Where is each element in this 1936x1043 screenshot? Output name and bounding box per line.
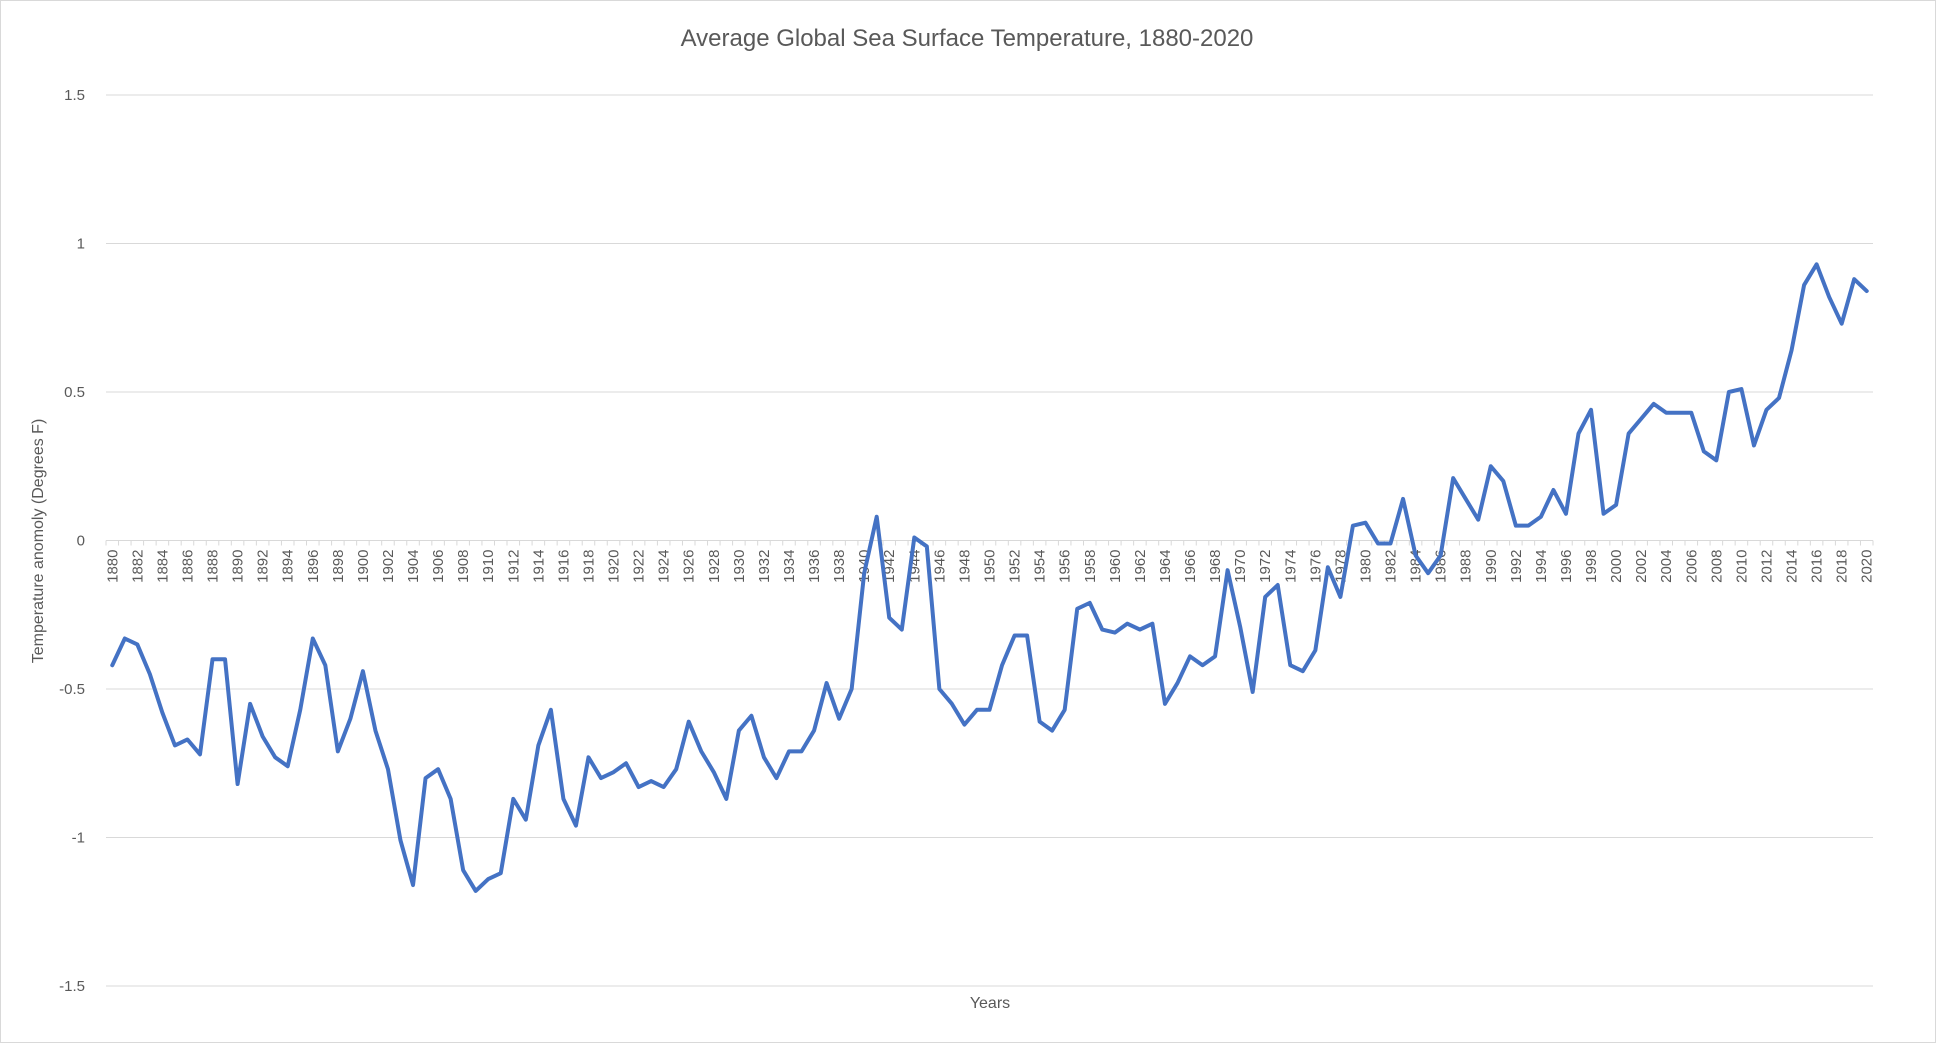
x-tick-label: 2018 [1834,550,1851,583]
x-tick-label: 1924 [656,550,673,583]
x-tick-label: 1894 [280,550,297,583]
x-tick-label: 1954 [1032,550,1049,583]
x-tick-label: 1930 [731,550,748,583]
x-tick-label: 1888 [205,550,222,583]
x-tick-label: 1896 [305,550,322,583]
x-tick-label: 1914 [530,550,547,583]
x-tick-label: 1988 [1458,550,1475,583]
x-tick-label: 1890 [230,550,247,583]
x-tick-label: 2010 [1733,550,1750,583]
x-axis [105,540,1874,546]
x-tick-label: 1892 [255,550,272,583]
x-tick-label: 1908 [455,550,472,583]
y-tick-label: 0.5 [64,384,85,401]
x-tick-label: 1920 [606,550,623,583]
y-tick-label: -1.5 [59,978,85,995]
x-tick-label: 1984 [1408,550,1425,583]
y-tick-label: 1 [77,236,85,253]
x-tick-label: 2006 [1683,550,1700,583]
y-axis-tick-labels: 1.5 1 0.5 0 -0.5 -1 -1.5 [59,87,85,995]
x-tick-label: 1974 [1282,550,1299,583]
x-tick-label: 1938 [831,550,848,583]
x-tick-label: 1976 [1307,550,1324,583]
x-axis-title: Years [970,995,1010,1012]
x-tick-label: 1932 [756,550,773,583]
x-tick-label: 1886 [179,550,196,583]
x-tick-label: 1904 [405,550,422,583]
x-tick-label: 2002 [1633,550,1650,583]
x-tick-label: 2004 [1658,550,1675,583]
x-tick-label: 2012 [1758,550,1775,583]
x-tick-label: 1970 [1232,550,1249,583]
x-tick-label: 1996 [1558,550,1575,583]
x-tick-label: 1948 [956,550,973,583]
x-tick-label: 1906 [430,550,447,583]
x-tick-label: 1962 [1132,550,1149,583]
x-tick-label: 1898 [330,550,347,583]
x-tick-label: 1990 [1483,550,1500,583]
x-tick-label: 1880 [104,550,121,583]
x-tick-label: 1950 [982,550,999,583]
x-tick-label: 2000 [1608,550,1625,583]
x-tick-label: 2008 [1708,550,1725,583]
x-tick-label: 1918 [580,550,597,583]
x-tick-label: 1884 [154,550,171,583]
x-tick-label: 1982 [1383,550,1400,583]
x-tick-label: 1980 [1357,550,1374,583]
x-tick-label: 1972 [1257,550,1274,583]
data-series [110,262,1869,893]
x-tick-label: 2014 [1784,550,1801,583]
x-tick-label: 1902 [380,550,397,583]
x-tick-label: 1956 [1057,550,1074,583]
y-axis-title: Temperature anomoly (Degrees F) [30,419,47,664]
x-tick-label: 1916 [555,550,572,583]
series-line [110,262,1869,893]
x-tick-label: 1882 [129,550,146,583]
x-tick-label: 2016 [1809,550,1826,583]
x-tick-label: 1910 [480,550,497,583]
x-tick-label: 1928 [706,550,723,583]
x-tick-label: 1968 [1207,550,1224,583]
x-axis-tick-labels: 1880 1882 1884 1886 1888 1890 1892 1894 1896 1898… [104,550,1875,583]
x-tick-label: 1966 [1182,550,1199,583]
x-tick-label: 1912 [505,550,522,583]
y-tick-label: 1.5 [64,87,85,104]
chart-title: Average Global Sea Surface Temperature, … [681,25,1254,52]
x-tick-label: 2020 [1859,550,1876,583]
x-tick-label: 1952 [1007,550,1024,583]
x-tick-label: 1926 [681,550,698,583]
y-tick-label: -1 [72,830,85,847]
y-tick-label: -0.5 [59,681,85,698]
x-tick-label: 1960 [1107,550,1124,583]
x-tick-label: 1992 [1508,550,1525,583]
x-tick-label: 1946 [931,550,948,583]
x-tick-label: 1994 [1533,550,1550,583]
y-tick-label: 0 [77,533,85,550]
x-tick-label: 1900 [355,550,372,583]
x-tick-label: 1934 [781,550,798,583]
x-tick-label: 1936 [806,550,823,583]
x-tick-label: 1964 [1157,550,1174,583]
x-tick-label: 1998 [1583,550,1600,583]
x-tick-label: 1922 [631,550,648,583]
x-tick-label: 1958 [1082,550,1099,583]
